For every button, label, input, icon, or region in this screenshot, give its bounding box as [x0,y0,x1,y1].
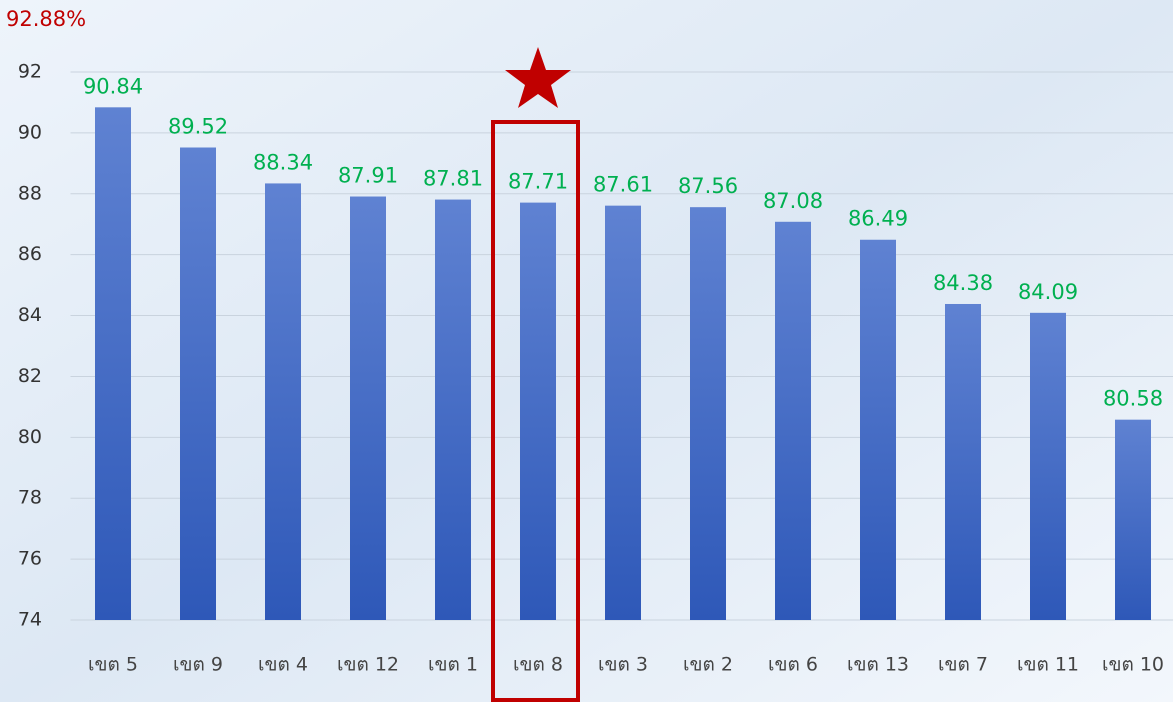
value-label: 87.08 [763,189,823,213]
x-tick-label: เขต 10 [1102,654,1164,676]
bar [435,200,471,620]
bar [860,240,896,620]
value-label: 87.81 [423,167,483,191]
bar [95,107,131,620]
value-label: 89.52 [168,115,228,139]
bar [1030,313,1066,620]
bar [690,207,726,620]
y-tick-label: 76 [18,548,42,570]
value-label: 84.38 [933,271,993,295]
y-tick-label: 88 [18,182,42,204]
x-tick-label: เขต 1 [428,654,478,676]
x-tick-label: เขต 13 [847,654,909,676]
x-tick-label: เขต 12 [337,654,399,676]
y-tick-label: 78 [18,487,42,509]
bar [520,203,556,620]
bar [605,206,641,620]
value-label: 87.56 [678,174,738,198]
bar [350,197,386,620]
bar [265,183,301,620]
x-tick-label: เขต 3 [598,654,648,676]
chart: 92.88% 74 76 78 80 82 84 86 88 90 92 90.84 เขต 5 89.… [0,0,1173,702]
x-tick-label: เขต 5 [88,654,138,676]
value-label: 80.58 [1103,387,1163,411]
x-tick-label: เขต 8 [513,654,563,676]
page: {"chart_data": {"type": "bar", "annotati… [0,0,1173,702]
background [0,0,1173,702]
value-label: 90.84 [83,74,143,98]
x-tick-label: เขต 7 [938,654,988,676]
bar [1115,420,1151,620]
y-tick-label: 90 [18,121,42,143]
bar [180,148,216,620]
value-label: 88.34 [253,150,313,174]
bar [945,304,981,620]
value-label: 84.09 [1018,280,1078,304]
y-tick-label: 82 [18,365,42,387]
y-tick-label: 80 [18,426,42,448]
value-label: 87.61 [593,173,653,197]
y-tick-label: 84 [18,304,42,326]
bar [775,222,811,620]
x-tick-label: เขต 11 [1017,654,1079,676]
x-tick-label: เขต 6 [768,654,818,676]
x-tick-label: เขต 2 [683,654,733,676]
y-tick-label: 74 [18,609,42,631]
x-tick-label: เขต 9 [173,654,223,676]
value-label: 86.49 [848,207,908,231]
value-label: 87.71 [508,170,568,194]
x-tick-label: เขต 4 [258,654,308,676]
y-tick-label: 86 [18,243,42,265]
annotation: 92.88% [6,7,86,31]
value-label: 87.91 [338,164,398,188]
y-tick-label: 92 [18,61,42,83]
